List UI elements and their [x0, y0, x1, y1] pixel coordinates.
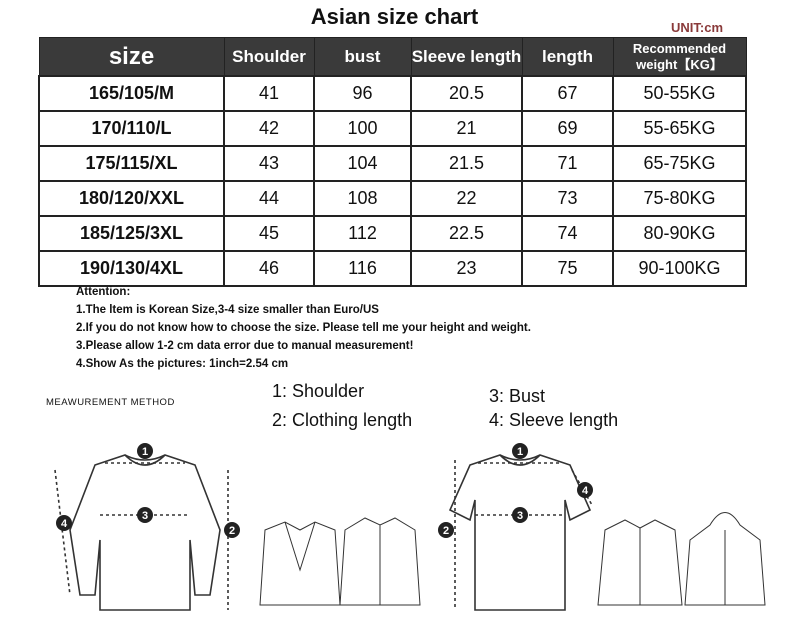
header-bust: bust — [313, 37, 412, 77]
header-size: size — [38, 37, 225, 77]
cell-size: 175/115/XL — [38, 145, 225, 182]
marker-1: 1 — [142, 446, 148, 458]
cell-length: 75 — [521, 250, 614, 287]
measurement-lines — [54, 460, 593, 610]
table-row: 190/130/4XL 46 116 23 75 90-100KG — [38, 250, 747, 287]
cell-length: 73 — [521, 180, 614, 217]
table-row: 185/125/3XL 45 112 22.5 74 80-90KG — [38, 215, 747, 252]
chart-title: Asian size chart — [310, 4, 479, 29]
cell-sleeve: 21 — [410, 110, 523, 147]
cell-size: 190/130/4XL — [38, 250, 225, 287]
marker-4: 4 — [61, 518, 68, 530]
cell-bust: 108 — [313, 180, 412, 217]
cell-shoulder: 45 — [223, 215, 315, 252]
cell-sleeve: 20.5 — [410, 75, 523, 112]
legend-shoulder: 1: Shoulder — [272, 381, 365, 401]
cell-weight: 65-75KG — [612, 145, 747, 182]
cell-weight: 90-100KG — [612, 250, 747, 287]
marker-3: 3 — [142, 510, 148, 522]
attention-notes: Attention: 1.The ltem is Korean Size,3-4… — [76, 283, 531, 373]
cell-weight: 50-55KG — [612, 75, 747, 112]
sweatshirt-icon — [69, 454, 221, 611]
header-shoulder: Shoulder — [223, 37, 315, 77]
measurement-illustrations: 1 2 3 4 1 2 3 4 — [54, 443, 766, 611]
marker-3: 3 — [517, 510, 523, 522]
shirt-icon — [597, 519, 683, 606]
cell-sleeve: 22.5 — [410, 215, 523, 252]
cell-size: 180/120/XXL — [38, 180, 225, 217]
attention-item: 1.The ltem is Korean Size,3-4 size small… — [76, 304, 379, 316]
cell-length: 74 — [521, 215, 614, 252]
header-weight: Recommended weight【KG】 — [612, 37, 747, 77]
attention-item: 4.Show As the pictures: 1inch=2.54 cm — [76, 358, 289, 370]
attention-heading: Attention: — [76, 286, 131, 298]
cell-weight: 55-65KG — [612, 110, 747, 147]
legend-sleeve-length: 4: Sleeve length — [489, 410, 619, 430]
cell-bust: 96 — [313, 75, 412, 112]
header-row: size Shoulder bust Sleeve length length … — [38, 37, 747, 77]
size-table: size Shoulder bust Sleeve length length … — [38, 37, 747, 287]
table-row: 180/120/XXL 44 108 22 73 75-80KG — [38, 180, 747, 217]
cell-size: 165/105/M — [38, 75, 225, 112]
table-row: 165/105/M 41 96 20.5 67 50-55KG — [38, 75, 747, 112]
cell-shoulder: 41 — [223, 75, 315, 112]
cell-shoulder: 43 — [223, 145, 315, 182]
hoodie-icon — [684, 512, 766, 606]
cell-shoulder: 42 — [223, 110, 315, 147]
cell-sleeve: 23 — [410, 250, 523, 287]
cell-bust: 100 — [313, 110, 412, 147]
cell-size: 185/125/3XL — [38, 215, 225, 252]
cell-length: 67 — [521, 75, 614, 112]
legend-bust: 3: Bust — [489, 386, 546, 406]
unit-label: UNIT:cm — [671, 20, 724, 35]
marker-circles — [56, 443, 593, 538]
attention-item: 2.If you do not know how to choose the s… — [76, 322, 531, 334]
attention-item: 3.Please allow 1-2 cm data error due to … — [76, 340, 414, 352]
cell-sleeve: 22 — [410, 180, 523, 217]
cell-bust: 116 — [313, 250, 412, 287]
blazer-icon — [259, 521, 341, 606]
legend-clothing-length: 2: Clothing length — [272, 410, 413, 430]
cell-length: 71 — [521, 145, 614, 182]
table-row: 175/115/XL 43 104 21.5 71 65-75KG — [38, 145, 747, 182]
tshirt-icon — [448, 454, 592, 611]
marker-4: 4 — [582, 485, 589, 497]
cell-weight: 80-90KG — [612, 215, 747, 252]
header-length: length — [521, 37, 614, 77]
cell-size: 170/110/L — [38, 110, 225, 147]
marker-1: 1 — [517, 446, 523, 458]
table-row: 170/110/L 42 100 21 69 55-65KG — [38, 110, 747, 147]
marker-2: 2 — [229, 525, 235, 537]
cell-shoulder: 44 — [223, 180, 315, 217]
cell-bust: 112 — [313, 215, 412, 252]
cell-bust: 104 — [313, 145, 412, 182]
marker-2: 2 — [443, 525, 449, 537]
header-sleeve: Sleeve length — [410, 37, 523, 77]
measurement-method-label: MEAWUREMENT METHOD — [46, 397, 175, 408]
jacket-icon — [339, 517, 421, 606]
cell-sleeve: 21.5 — [410, 145, 523, 182]
cell-weight: 75-80KG — [612, 180, 747, 217]
cell-shoulder: 46 — [223, 250, 315, 287]
cell-length: 69 — [521, 110, 614, 147]
